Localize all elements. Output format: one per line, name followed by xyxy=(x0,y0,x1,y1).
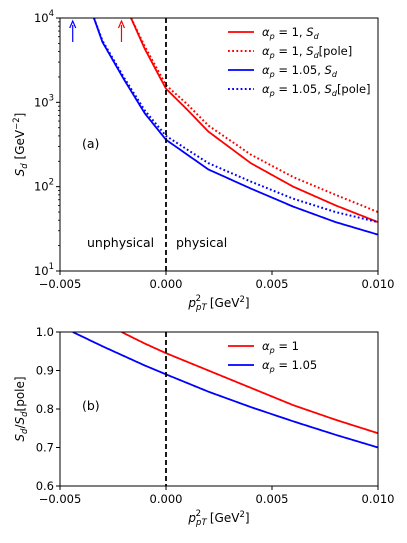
region-label-unphysical: unphysical xyxy=(87,235,154,250)
series-line-1 xyxy=(72,332,378,449)
panel-bottom: −0.005 0.000 0.005 0.010 0.6 0.7 0.8 0.9 1.0 ppT2… xyxy=(13,325,394,528)
legend-label-0: αp = 1, Sd xyxy=(262,25,320,41)
y-tick-label: 103 xyxy=(34,93,54,109)
series-line-0 xyxy=(121,332,378,435)
region-label-physical: physical xyxy=(176,235,227,250)
x-tick-label: 0.005 xyxy=(256,277,289,291)
panel-top: −0.005 0.000 0.005 0.010 101 102 103 104 ppT2 [G… xyxy=(12,9,394,313)
x-tick-label: 0.010 xyxy=(362,277,395,291)
series-group xyxy=(72,332,378,449)
legend-label-0: αp = 1 xyxy=(262,339,299,355)
series-line-0 xyxy=(130,18,378,223)
y-tick-label: 0.8 xyxy=(36,402,54,416)
x-tick-label: −0.005 xyxy=(39,277,82,291)
y-tick-label: 104 xyxy=(34,9,54,25)
y-tick-label: 0.7 xyxy=(36,441,54,455)
series-group xyxy=(92,18,378,236)
series-line-1 xyxy=(130,18,378,213)
x-tick-label: 0.000 xyxy=(150,277,183,291)
plot-frame xyxy=(59,17,379,272)
y-tick-label: 0.6 xyxy=(36,479,54,493)
x-tick-label: 0.000 xyxy=(150,492,183,506)
x-axis-label: ppT2 [GeV2] xyxy=(187,509,249,528)
legend-label-2: αp = 1.05, Sd xyxy=(262,63,338,79)
x-axis-label: ppT2 [GeV2] xyxy=(187,294,249,313)
y-tick-label: 1.0 xyxy=(36,325,54,339)
pole-arrow-head-1 xyxy=(117,19,126,29)
x-tick-label: 0.010 xyxy=(362,492,395,506)
y-tick-label: 101 xyxy=(34,262,54,278)
legend-label-3: αp = 1.05, Sd[pole] xyxy=(262,82,371,98)
y-axis-label: Sd [GeV−2] xyxy=(12,113,30,177)
y-tick-label: 0.9 xyxy=(36,364,54,378)
y-tick-label: 102 xyxy=(34,178,54,194)
panel-label: (b) xyxy=(82,398,100,413)
y-axis-label: Sd/Sd[pole] xyxy=(13,376,30,441)
legend-label-1: αp = 1, Sd[pole] xyxy=(262,44,352,60)
plot-frame xyxy=(59,331,379,487)
pole-arrow-head-0 xyxy=(69,19,77,29)
x-tick-label: −0.005 xyxy=(39,492,82,506)
x-tick-label: 0.005 xyxy=(256,492,289,506)
series-line-3 xyxy=(92,18,378,224)
legend-label-1: αp = 1.05 xyxy=(262,358,317,374)
panel-label: (a) xyxy=(82,136,99,151)
